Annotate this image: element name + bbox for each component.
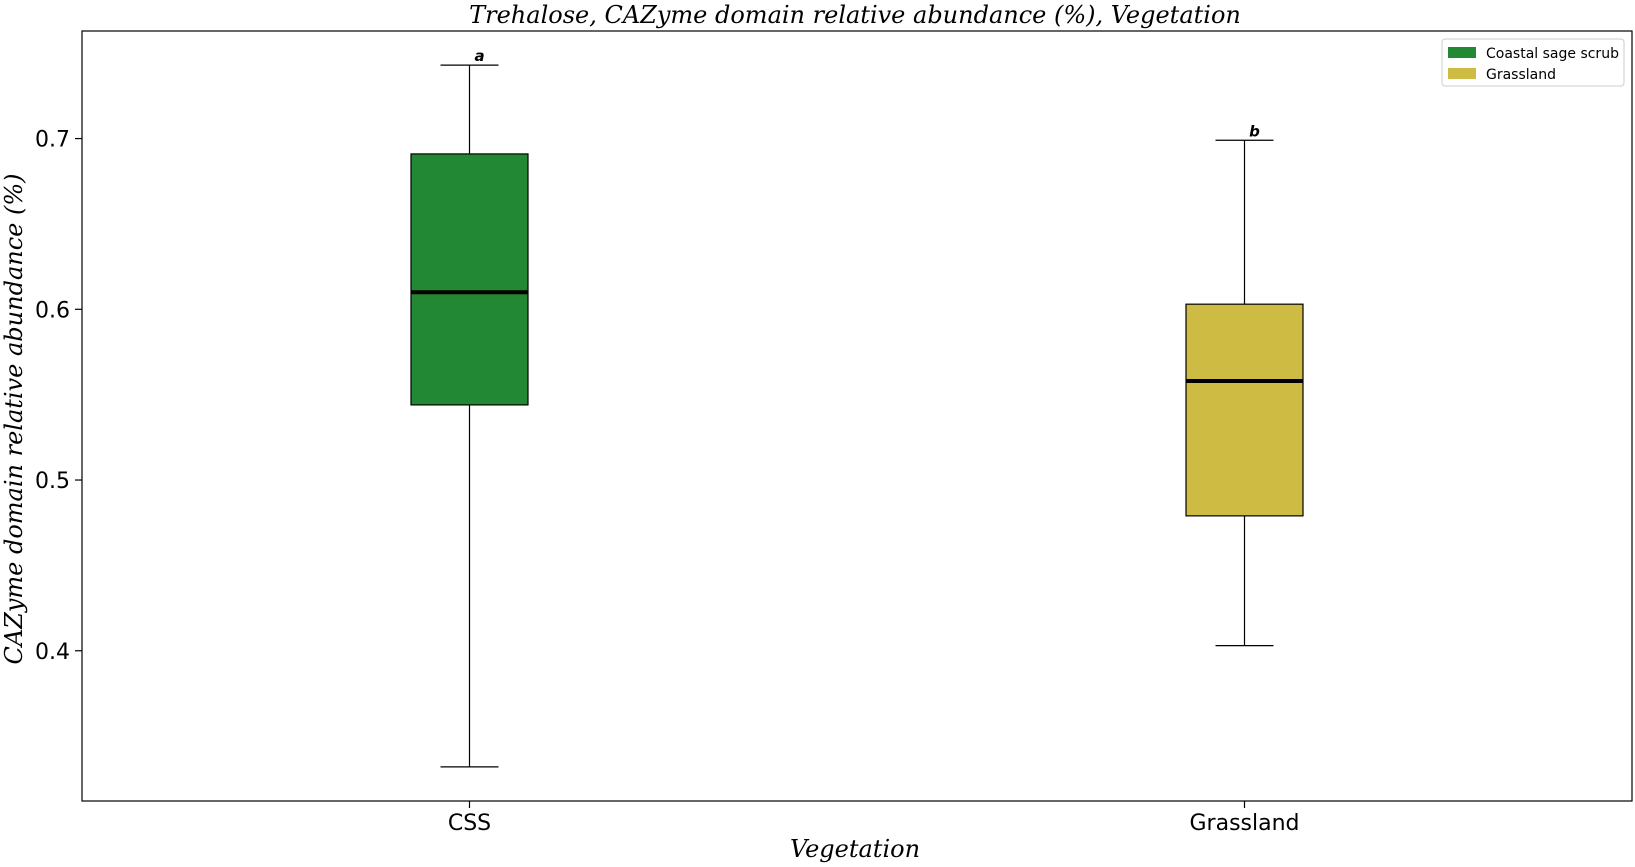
box-css	[410, 153, 529, 406]
x-axis-title: Vegetation	[790, 835, 920, 863]
legend-label: Grassland	[1486, 67, 1556, 83]
y-tick-label: 0.7	[35, 128, 70, 153]
box-grassland	[1185, 303, 1304, 517]
significance-label: b	[1249, 122, 1260, 140]
y-tick-label: 0.4	[35, 640, 70, 665]
chart-title: Trehalose, CAZyme domain relative abunda…	[469, 1, 1241, 29]
legend-frame	[1441, 38, 1625, 87]
legend-swatch	[1448, 68, 1476, 79]
y-axis-title: CAZyme domain relative abundance (%)	[0, 173, 28, 664]
legend-swatch	[1448, 47, 1476, 58]
x-tick-label: CSS	[448, 811, 491, 836]
legend: Coastal sage scrub Grassland	[1441, 38, 1625, 87]
y-tick-label: 0.5	[35, 469, 70, 494]
y-tick-label: 0.6	[35, 298, 70, 323]
x-tick-label: Grassland	[1190, 811, 1300, 836]
plot-frame	[81, 30, 1633, 802]
significance-label: a	[474, 47, 484, 65]
legend-label: Coastal sage scrub	[1486, 46, 1619, 62]
plot-area: 0.4 0.5 0.6 0.7 CSS Grassland a b	[35, 30, 1633, 836]
